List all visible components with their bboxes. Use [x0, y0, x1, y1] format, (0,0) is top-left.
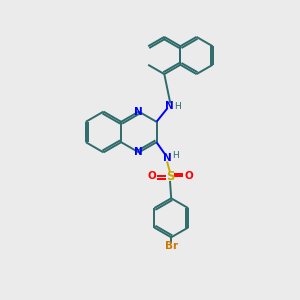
Text: N: N [134, 106, 143, 117]
Text: S: S [166, 170, 174, 183]
Text: N: N [134, 147, 143, 158]
Text: O: O [184, 171, 193, 182]
Text: H: H [172, 152, 179, 160]
Text: O: O [147, 171, 156, 182]
Text: N: N [165, 101, 173, 111]
Text: N: N [163, 153, 171, 163]
Text: Br: Br [165, 241, 178, 251]
Text: H: H [174, 102, 181, 111]
